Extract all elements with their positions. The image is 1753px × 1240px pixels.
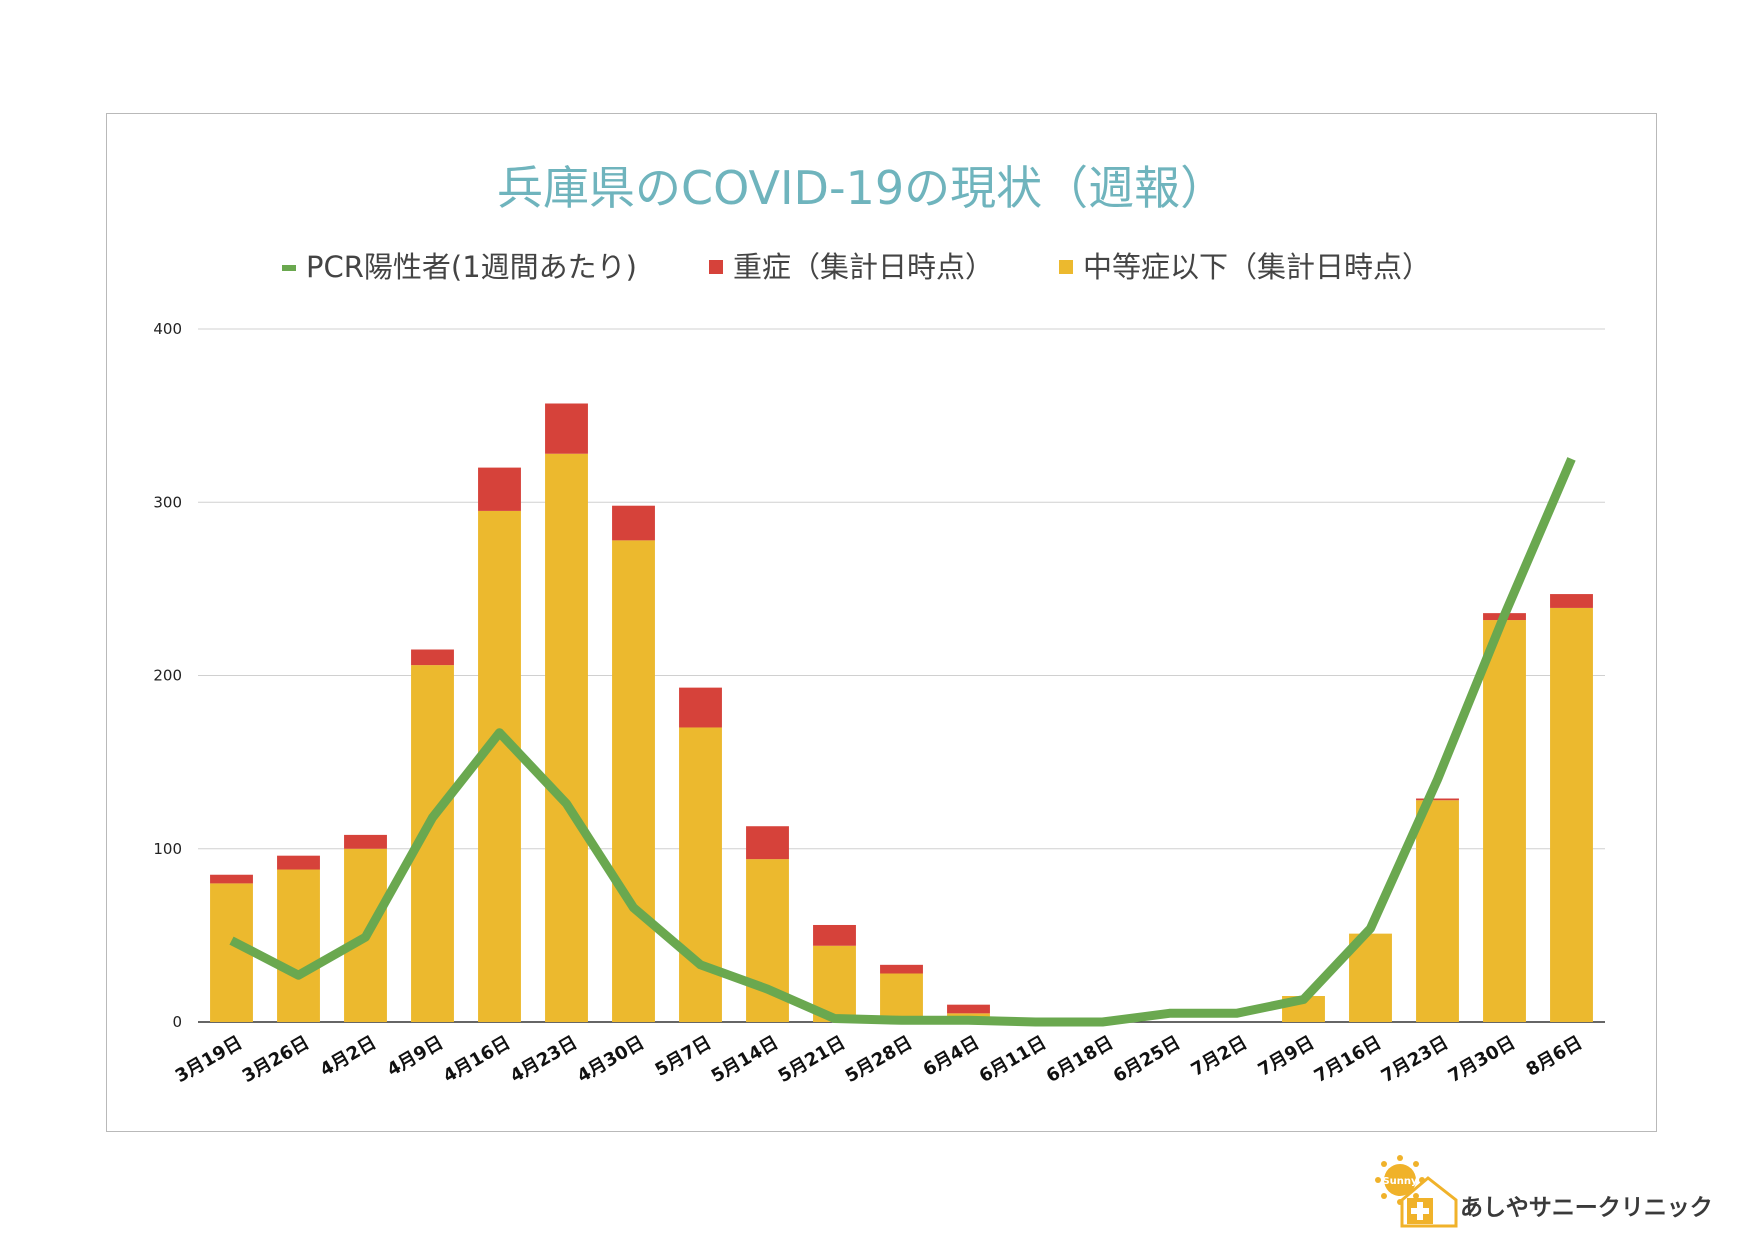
bar-severe — [746, 826, 789, 860]
bar-severe — [813, 924, 856, 946]
clinic-name: あしやサニークリニック — [1460, 1195, 1713, 1221]
bar-severe — [210, 874, 253, 884]
y-tick-label: 400 — [153, 320, 182, 338]
chart-frame: 兵庫県のCOVID-19の現状（週報） PCR陽性者(1週間あたり) 重症（集計日… — [106, 113, 1657, 1132]
x-tick-label: 4月23日 — [507, 1032, 581, 1087]
legend-swatch-moderate — [1059, 260, 1073, 274]
bar-moderate — [277, 869, 320, 1022]
x-tick-label: 7月16日 — [1311, 1032, 1385, 1087]
bar-moderate — [478, 510, 521, 1022]
bar-moderate — [1416, 800, 1459, 1022]
legend-swatch-severe — [709, 260, 723, 274]
x-tick-label: 5月7日 — [652, 1032, 715, 1081]
x-tick-label: 7月2日 — [1188, 1032, 1251, 1081]
x-tick-label: 7月30日 — [1445, 1032, 1519, 1087]
bar-severe — [545, 403, 588, 454]
chart-svg: 兵庫県のCOVID-19の現状（週報） PCR陽性者(1週間あたり) 重症（集計日… — [153, 161, 1605, 1087]
bar-severe — [411, 649, 454, 666]
bar-severe — [1416, 798, 1459, 801]
x-tick-label: 7月23日 — [1378, 1032, 1452, 1087]
y-tick-label: 100 — [153, 840, 182, 858]
x-tick-label: 7月9日 — [1255, 1032, 1318, 1081]
legend-label: 重症（集計日時点） — [733, 250, 994, 284]
bar-moderate — [679, 727, 722, 1022]
bar-moderate — [1483, 620, 1526, 1022]
x-tick-label: 6月18日 — [1043, 1032, 1117, 1087]
bars — [210, 403, 1593, 1022]
bar-severe — [277, 855, 320, 870]
x-tick-label: 3月26日 — [239, 1032, 313, 1087]
bar-severe — [947, 1004, 990, 1014]
x-tick-label: 5月14日 — [708, 1032, 782, 1087]
x-tick-label: 4月2日 — [317, 1032, 380, 1081]
sun-house-icon: Sunny — [1375, 1155, 1458, 1228]
bar-severe — [1550, 594, 1593, 608]
bar-severe — [478, 467, 521, 511]
x-tick-label: 4月16日 — [440, 1032, 514, 1087]
logo-badge: Sunny — [1382, 1176, 1418, 1187]
legend-label: 中等症以下（集計日時点） — [1083, 250, 1431, 284]
y-tick-label: 300 — [153, 493, 182, 511]
x-tick-label: 6月25日 — [1110, 1032, 1184, 1087]
bar-severe — [612, 505, 655, 541]
bar-severe — [679, 687, 722, 728]
y-tick-label: 200 — [153, 667, 182, 685]
line-series — [229, 457, 1576, 1027]
x-tick-label: 5月28日 — [842, 1032, 916, 1087]
x-tick-label: 3月19日 — [172, 1032, 246, 1087]
legend: PCR陽性者(1週間あたり) 重症（集計日時点） 中等症以下（集計日時点） — [282, 250, 1431, 284]
y-tick-label: 0 — [172, 1013, 182, 1031]
bar-moderate — [1550, 607, 1593, 1022]
bar-severe — [880, 964, 923, 974]
x-tick-label: 6月11日 — [976, 1032, 1050, 1087]
x-tick-label: 8月6日 — [1523, 1032, 1586, 1081]
x-tick-label: 4月30日 — [574, 1032, 648, 1087]
clinic-logo: Sunny あしやサニークリニック — [1372, 1148, 1713, 1228]
x-tick-label: 6月4日 — [920, 1032, 983, 1081]
x-tick-label: 4月9日 — [384, 1032, 447, 1081]
x-tick-label: 5月21日 — [775, 1032, 849, 1087]
bar-moderate — [545, 453, 588, 1022]
bar-moderate — [880, 973, 923, 1022]
bar-severe — [344, 834, 387, 849]
chart-title: 兵庫県のCOVID-19の現状（週報） — [497, 161, 1226, 215]
bar-moderate — [612, 540, 655, 1022]
legend-swatch-pcr — [282, 265, 296, 271]
legend-label: PCR陽性者(1週間あたり) — [306, 250, 637, 284]
